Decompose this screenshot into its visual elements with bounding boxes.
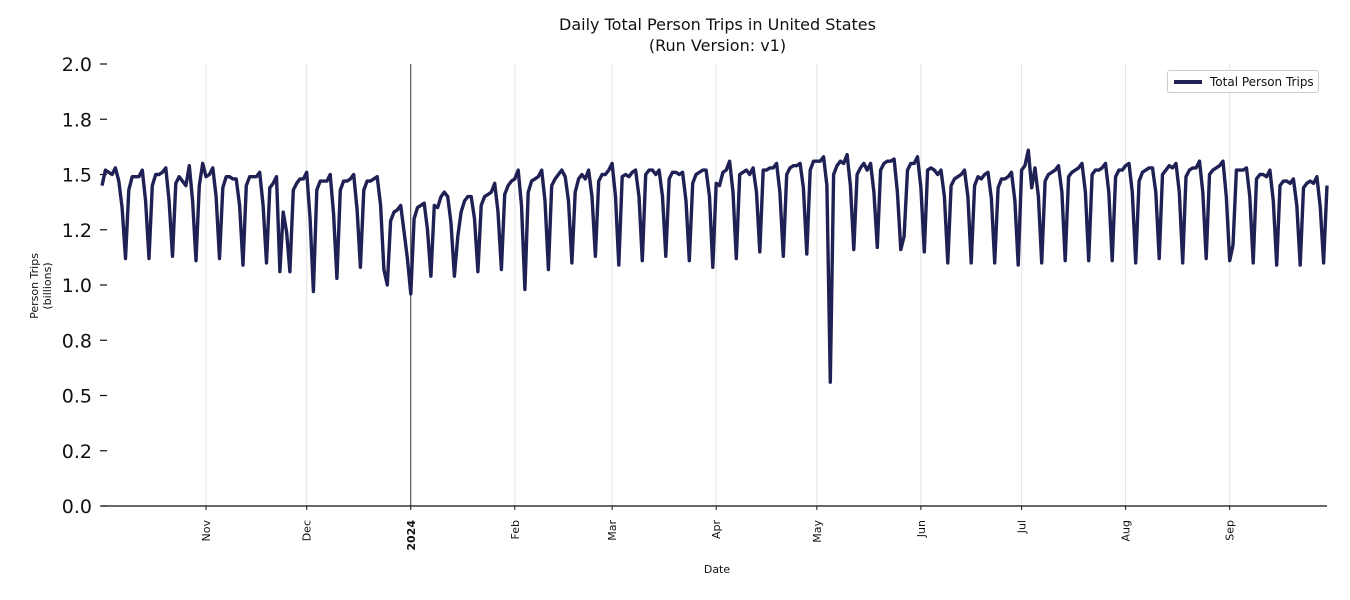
y-axis: 0.0 0.2 0.5 0.8 1.0 1.2 1.5 1.8 2.0: [62, 54, 107, 518]
x-tick-label: Dec: [301, 520, 314, 541]
y-tick-label: 0.0: [62, 496, 92, 518]
y-tick-label: 2.0: [62, 54, 92, 76]
x-axis-label: Date: [704, 563, 731, 576]
y-tick-label: 0.8: [62, 330, 92, 352]
y-axis-label-line: (billions): [41, 262, 54, 309]
x-tick-label: May: [811, 520, 824, 543]
legend: Total Person Trips: [1167, 70, 1319, 93]
legend-label: Total Person Trips: [1210, 74, 1314, 89]
legend-swatch-total-person-trips: [1174, 79, 1202, 84]
x-tick-label: 2024: [405, 520, 418, 551]
y-axis-label: Person Trips(billions): [28, 253, 54, 319]
y-tick-label: 0.5: [62, 386, 92, 408]
chart-title-block: Daily Total Person Trips in United State…: [0, 14, 1350, 56]
y-tick-label: 1.8: [62, 109, 92, 131]
y-tick-label: 1.2: [62, 220, 92, 242]
y-axis-label-line: Person Trips: [28, 253, 41, 319]
series-line-total-person-trips: [100, 148, 1329, 384]
x-axis: Nov Dec 2024 Feb Mar Apr May Jun Jul Aug Sep: [200, 506, 1237, 551]
y-tick-label: 0.2: [62, 441, 92, 463]
x-tick-label: Apr: [710, 520, 723, 540]
x-tick-label: Jul: [1016, 520, 1029, 534]
x-tick-label: Mar: [606, 520, 619, 541]
x-tick-label: Sep: [1224, 520, 1237, 541]
x-tick-label: Aug: [1120, 520, 1133, 541]
x-tick-label: Nov: [200, 520, 213, 542]
y-tick-label: 1.0: [62, 275, 92, 297]
chart-title: Daily Total Person Trips in United State…: [559, 15, 876, 34]
y-tick-label: 1.5: [62, 165, 92, 187]
series-layer: [100, 148, 1329, 384]
chart-subtitle: (Run Version: v1): [648, 36, 787, 55]
gridlines: [205, 64, 1231, 506]
x-tick-label: Jun: [915, 520, 928, 538]
x-tick-label: Feb: [509, 520, 522, 539]
